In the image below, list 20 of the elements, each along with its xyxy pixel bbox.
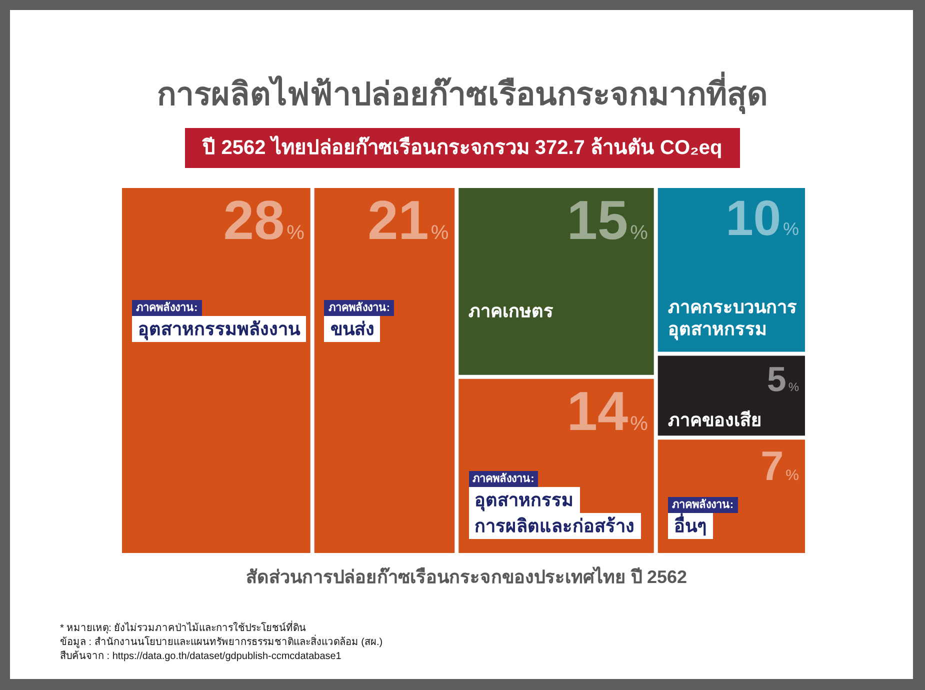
data-label: 10%	[726, 190, 799, 246]
text: ข้อมูล : สำนักงานนโยบายและแผนทรัพยากรธรรมชาติและสิ่งแวดล้อม (สผ.)	[60, 636, 383, 650]
text: ปี 2562 ไทยปล่อยก๊าซเรือนกระจกรวม 372.7 ล้านตัน CO₂eq	[184, 128, 740, 168]
text: สัดส่วนการปล่อยก๊าซเรือนกระจกของประเทศไทย ปี 2562	[246, 565, 688, 589]
text: การผลิตไฟฟ้าปล่อยก๊าซเรือนกระจกมากที่สุด	[157, 72, 768, 116]
category-label: ภาคพลังงาน: ขนส่ง	[327, 300, 392, 341]
category-label: ภาคพลังงาน: อุตสาหกรรม การผลิตและก่อสร้าง	[472, 472, 636, 538]
category-label: ภาคพลังงาน: อื่นๆ	[670, 498, 735, 538]
data-label: 5%	[767, 361, 799, 400]
text: * หมายเหตุ: ยังไม่รวมภาคป่าไม้และการใช้ประโยชน์ที่ดิน	[60, 622, 306, 634]
data-label: 14%	[566, 380, 648, 442]
text: สืบค้นจาก : https://data.go.th/dataset/gdpublish-ccmcdatabase1	[60, 650, 342, 664]
data-label: 21%	[368, 188, 449, 251]
category-label: ภาคกระบวนการ อุตสาหกรรม	[668, 296, 797, 340]
data-label: 28%	[223, 188, 304, 251]
category-label: ภาคของเสีย	[668, 408, 762, 431]
category-label: ภาคเกษตร	[468, 300, 554, 322]
data-label: 7%	[760, 443, 799, 490]
data-label: 15%	[566, 188, 648, 251]
category-label: ภาคพลังงาน: อุตสาหกรรมพลังงาน	[135, 300, 302, 342]
